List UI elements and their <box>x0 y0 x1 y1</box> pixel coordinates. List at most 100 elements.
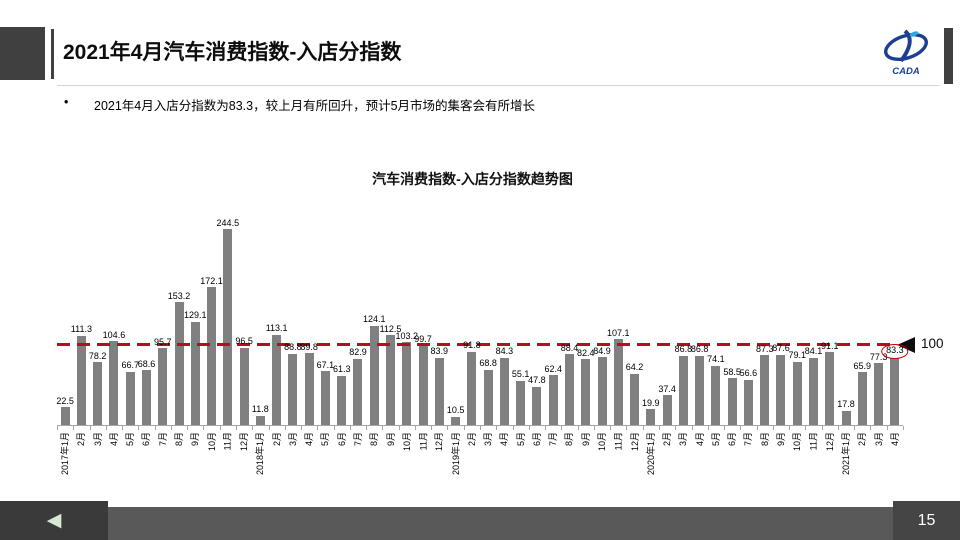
axis-tick <box>805 426 807 430</box>
x-axis-label: 12月 <box>239 432 250 452</box>
bar <box>304 353 314 425</box>
axis-tick <box>252 426 254 430</box>
x-axis-label: 5月 <box>710 432 721 447</box>
x-axis-label: 7月 <box>743 432 754 447</box>
bar <box>402 342 412 425</box>
bar <box>467 351 477 425</box>
x-axis-label: 10月 <box>792 432 803 452</box>
axis-tick <box>593 426 595 430</box>
x-axis-label: 3月 <box>92 432 103 447</box>
back-button[interactable]: ◀ <box>0 501 108 540</box>
reference-line-100 <box>57 343 893 346</box>
bar-value-label: 153.2 <box>167 290 191 301</box>
bar-value-label: 66.7 <box>121 360 139 371</box>
axis-tick <box>658 426 660 430</box>
bar <box>662 395 672 425</box>
bar-value-label: 86.8 <box>674 344 693 355</box>
axis-tick <box>740 426 742 430</box>
x-axis-label: 2021年1月 <box>841 432 852 476</box>
x-axis-label: 2017年1月 <box>60 432 71 476</box>
bar-value-label: 86.8 <box>690 344 709 355</box>
bar <box>337 375 347 425</box>
page-title: 2021年4月汽车消费指数-入店分指数 <box>63 41 402 64</box>
x-axis-label: 11月 <box>222 432 233 451</box>
bar-value-label: 22.5 <box>56 395 74 406</box>
bar-value-label: 68.8 <box>479 358 497 369</box>
bar-value-label: 84.3 <box>495 346 514 357</box>
bar-value-label: 91.8 <box>463 340 481 351</box>
bar-value-label: 67.1 <box>316 359 335 370</box>
axis-tick <box>122 426 124 430</box>
x-axis-label: 12月 <box>629 432 640 452</box>
bar-value-label: 37.4 <box>658 383 676 394</box>
axis-tick <box>724 426 726 430</box>
bar-value-label: 79.1 <box>788 350 807 361</box>
bar <box>678 355 688 425</box>
bar-value-label: 56.6 <box>739 368 758 379</box>
header-right-accent-bar <box>944 28 953 84</box>
bar <box>499 357 509 425</box>
bar <box>841 410 851 425</box>
bar <box>727 378 737 425</box>
page-number: 15 <box>917 511 936 529</box>
x-axis-label: 8月 <box>759 432 770 447</box>
axis-tick <box>837 426 839 430</box>
x-axis-label: 8月 <box>564 432 575 447</box>
axis-tick <box>349 426 351 430</box>
bar <box>630 373 640 425</box>
axis-tick <box>284 426 286 430</box>
highlighted-value-label: 83.3 <box>881 344 909 360</box>
bar <box>272 334 282 425</box>
bar-value-label: 68.6 <box>137 358 156 369</box>
bar-value-label: 84.9 <box>593 345 611 356</box>
x-axis-label: 11月 <box>418 432 429 451</box>
bar-value-label: 244.5 <box>216 217 240 228</box>
axis-tick <box>870 426 872 430</box>
bar-value-label: 113.1 <box>265 323 288 334</box>
bar <box>223 229 233 425</box>
bar-value-label: 112.5 <box>379 323 402 334</box>
bar <box>743 379 753 425</box>
header-divider <box>57 85 939 86</box>
axis-tick <box>154 426 156 430</box>
x-axis-label: 2月 <box>271 432 282 447</box>
axis-tick <box>366 426 368 430</box>
axis-tick <box>414 426 416 430</box>
bar <box>158 348 168 425</box>
bar <box>239 347 249 425</box>
bar-value-label: 84.1 <box>804 346 823 357</box>
bar <box>190 321 200 425</box>
bar-value-label: 64.2 <box>625 362 644 373</box>
x-axis-label: 11月 <box>613 432 624 451</box>
bar <box>646 409 656 425</box>
bar <box>613 339 623 425</box>
bar-value-label: 58.5 <box>723 366 741 377</box>
x-axis-label: 2月 <box>76 432 87 447</box>
x-axis-label: 2月 <box>857 432 868 447</box>
axis-tick <box>235 426 237 430</box>
axis-tick <box>203 426 205 430</box>
bar <box>695 355 705 425</box>
chart-title: 汽车消费指数-入店分指数趋势图 <box>372 171 573 187</box>
axis-tick <box>170 426 172 430</box>
bar <box>434 357 444 425</box>
x-axis-label: 9月 <box>580 432 591 447</box>
bar-value-label: 124.1 <box>362 314 386 325</box>
x-axis-label: 12月 <box>434 432 445 452</box>
bar-value-label: 10.5 <box>446 405 465 416</box>
axis-tick <box>219 426 221 430</box>
axis-tick <box>105 426 107 430</box>
bar <box>386 335 396 425</box>
bar <box>174 302 184 425</box>
bar <box>809 357 819 425</box>
bar-value-label: 17.8 <box>837 399 855 410</box>
bar <box>581 359 591 425</box>
axis-tick <box>545 426 547 430</box>
axis-tick <box>138 426 140 430</box>
axis-tick <box>57 426 58 430</box>
x-axis-label: 5月 <box>515 432 526 447</box>
bar-value-label: 19.9 <box>642 397 660 408</box>
bar <box>516 380 526 425</box>
reference-line-label: 100 <box>921 336 944 351</box>
x-axis-label: 2月 <box>662 432 673 447</box>
